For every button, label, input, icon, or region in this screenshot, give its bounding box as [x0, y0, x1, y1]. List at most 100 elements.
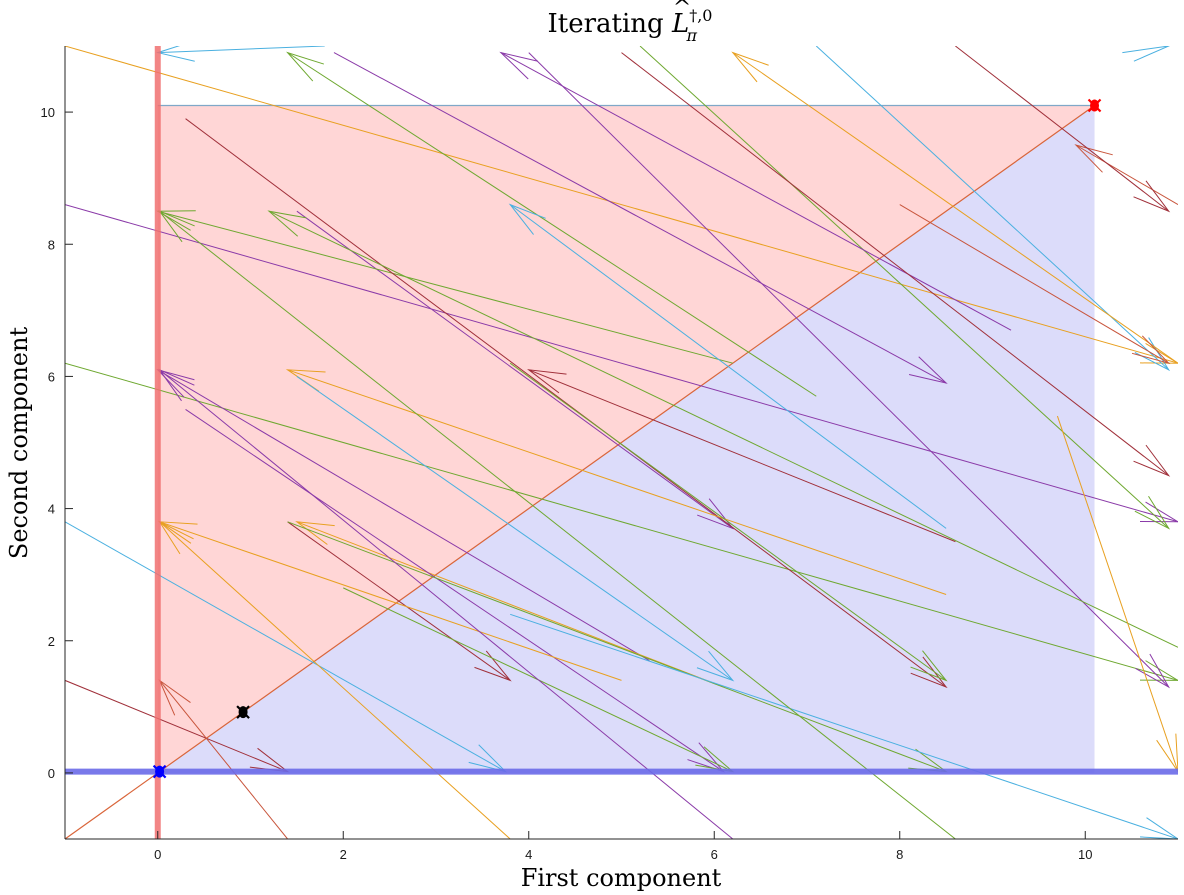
- vector-arrow: [955, 46, 1171, 213]
- vector-arrow: [508, 203, 947, 529]
- arrow-shaft: [528, 369, 956, 543]
- arrow-head: [1156, 733, 1178, 773]
- vector-arrow: [333, 52, 948, 384]
- arrow-shaft: [159, 210, 956, 839]
- red-marker: [1087, 98, 1102, 113]
- vector-arrow: [1056, 415, 1178, 773]
- arrow-shaft: [157, 46, 325, 54]
- arrow-shaft: [333, 52, 947, 384]
- arrow-head: [1139, 501, 1178, 523]
- arrow-shaft: [528, 52, 1170, 688]
- arrow-shaft: [65, 362, 1178, 681]
- vector-arrow: [509, 362, 948, 682]
- arrow-shaft: [185, 118, 947, 688]
- arrow-head: [527, 369, 567, 394]
- plot-area: [65, 46, 1178, 839]
- arrow-head: [1131, 335, 1171, 365]
- y-tick-label: 2: [48, 634, 55, 649]
- y-ticks: 0 2 4 6 8 10: [41, 105, 73, 781]
- arrow-shaft: [1122, 46, 1169, 54]
- x-axis-label: First component: [521, 864, 722, 892]
- vector-arrow: [296, 210, 735, 530]
- arrow-head: [499, 51, 539, 80]
- marker-cross: [1087, 98, 1102, 113]
- arrow-head: [1133, 180, 1171, 213]
- y-tick-label: 6: [48, 369, 55, 384]
- arrow-shaft: [159, 680, 288, 839]
- arrow-shaft: [268, 210, 1178, 648]
- title-prefix: Iterating: [548, 9, 672, 39]
- arrow-shaft: [159, 369, 734, 839]
- title-subscript: π: [685, 26, 697, 45]
- vector-arrow: [155, 46, 325, 62]
- vector-arrow: [899, 204, 1171, 365]
- title-symbol: L: [671, 9, 689, 39]
- arrow-shaft: [287, 52, 817, 397]
- vector-arrow: [731, 51, 1178, 364]
- y-tick-label: 10: [41, 105, 55, 120]
- arrow-shaft: [185, 409, 724, 773]
- arrow-shaft: [899, 204, 1169, 364]
- title-hat-accent: ^: [673, 0, 691, 21]
- arrow-shaft: [65, 679, 288, 773]
- blue-marker: [152, 764, 167, 779]
- vector-arrow: [621, 52, 1171, 477]
- axes: [64, 46, 1178, 840]
- vector-arrow: [65, 362, 1178, 681]
- black-marker: [236, 705, 250, 719]
- arrow-shaft: [159, 521, 511, 839]
- y-tick-label: 8: [48, 237, 55, 252]
- arrow-head: [295, 521, 335, 545]
- vector-arrow: [527, 369, 956, 543]
- y-axis-label: Second component: [5, 327, 33, 560]
- arrow-head: [1134, 495, 1171, 530]
- arrow-shaft: [65, 46, 1178, 364]
- x-tick-label: 0: [154, 847, 161, 862]
- arrow-head: [267, 210, 307, 237]
- vector-arrow: [639, 46, 1171, 530]
- arrow-shaft: [509, 204, 947, 529]
- x-ticks: 0 2 4 6 8 10: [154, 831, 1092, 862]
- marker-cross: [236, 705, 250, 719]
- x-tick-label: 4: [525, 847, 532, 862]
- vector-arrow: [1074, 144, 1178, 206]
- arrow-head: [1133, 444, 1171, 477]
- x-tick-label: 10: [1078, 847, 1092, 862]
- arrow-shaft: [296, 210, 734, 529]
- y-tick-label: 4: [48, 502, 55, 517]
- x-tick-label: 8: [896, 847, 903, 862]
- arrow-head: [696, 650, 735, 682]
- title-superscript: †,0: [689, 6, 712, 25]
- arrow-shaft: [296, 521, 724, 688]
- arrow-shaft: [639, 46, 1170, 529]
- arrow-shaft: [1056, 415, 1178, 772]
- arrow-shaft: [732, 52, 1178, 364]
- arrow-head: [1133, 46, 1170, 62]
- arrow-shaft: [157, 369, 650, 662]
- arrow-shaft: [287, 521, 511, 681]
- arrow-shaft: [287, 521, 947, 773]
- arrow-head: [731, 51, 769, 83]
- arrow-head: [910, 656, 948, 689]
- arrow-shaft: [296, 376, 734, 681]
- x-tick-label: 2: [340, 847, 347, 862]
- arrow-head: [1135, 653, 1171, 689]
- vector-arrow: [528, 52, 1171, 689]
- chart-title: Iterating L†,0 π: [548, 6, 713, 45]
- arrow-shaft: [955, 46, 1170, 212]
- vector-arrow: [510, 613, 1178, 839]
- vector-arrow: [296, 376, 735, 682]
- arrow-shaft: [510, 613, 1178, 839]
- arrow-head: [286, 51, 324, 82]
- diagonal-line: [65, 104, 1095, 839]
- arrow-shaft: [509, 362, 947, 681]
- vector-arrow: [287, 521, 512, 682]
- arrow-shaft: [287, 369, 947, 595]
- arrow-shaft: [157, 210, 733, 364]
- arrow-head: [1139, 660, 1178, 681]
- arrow-shaft: [65, 204, 1178, 523]
- vector-arrow: [267, 210, 1178, 648]
- arrow-shaft: [621, 52, 1170, 476]
- arrow-shaft: [1075, 144, 1178, 206]
